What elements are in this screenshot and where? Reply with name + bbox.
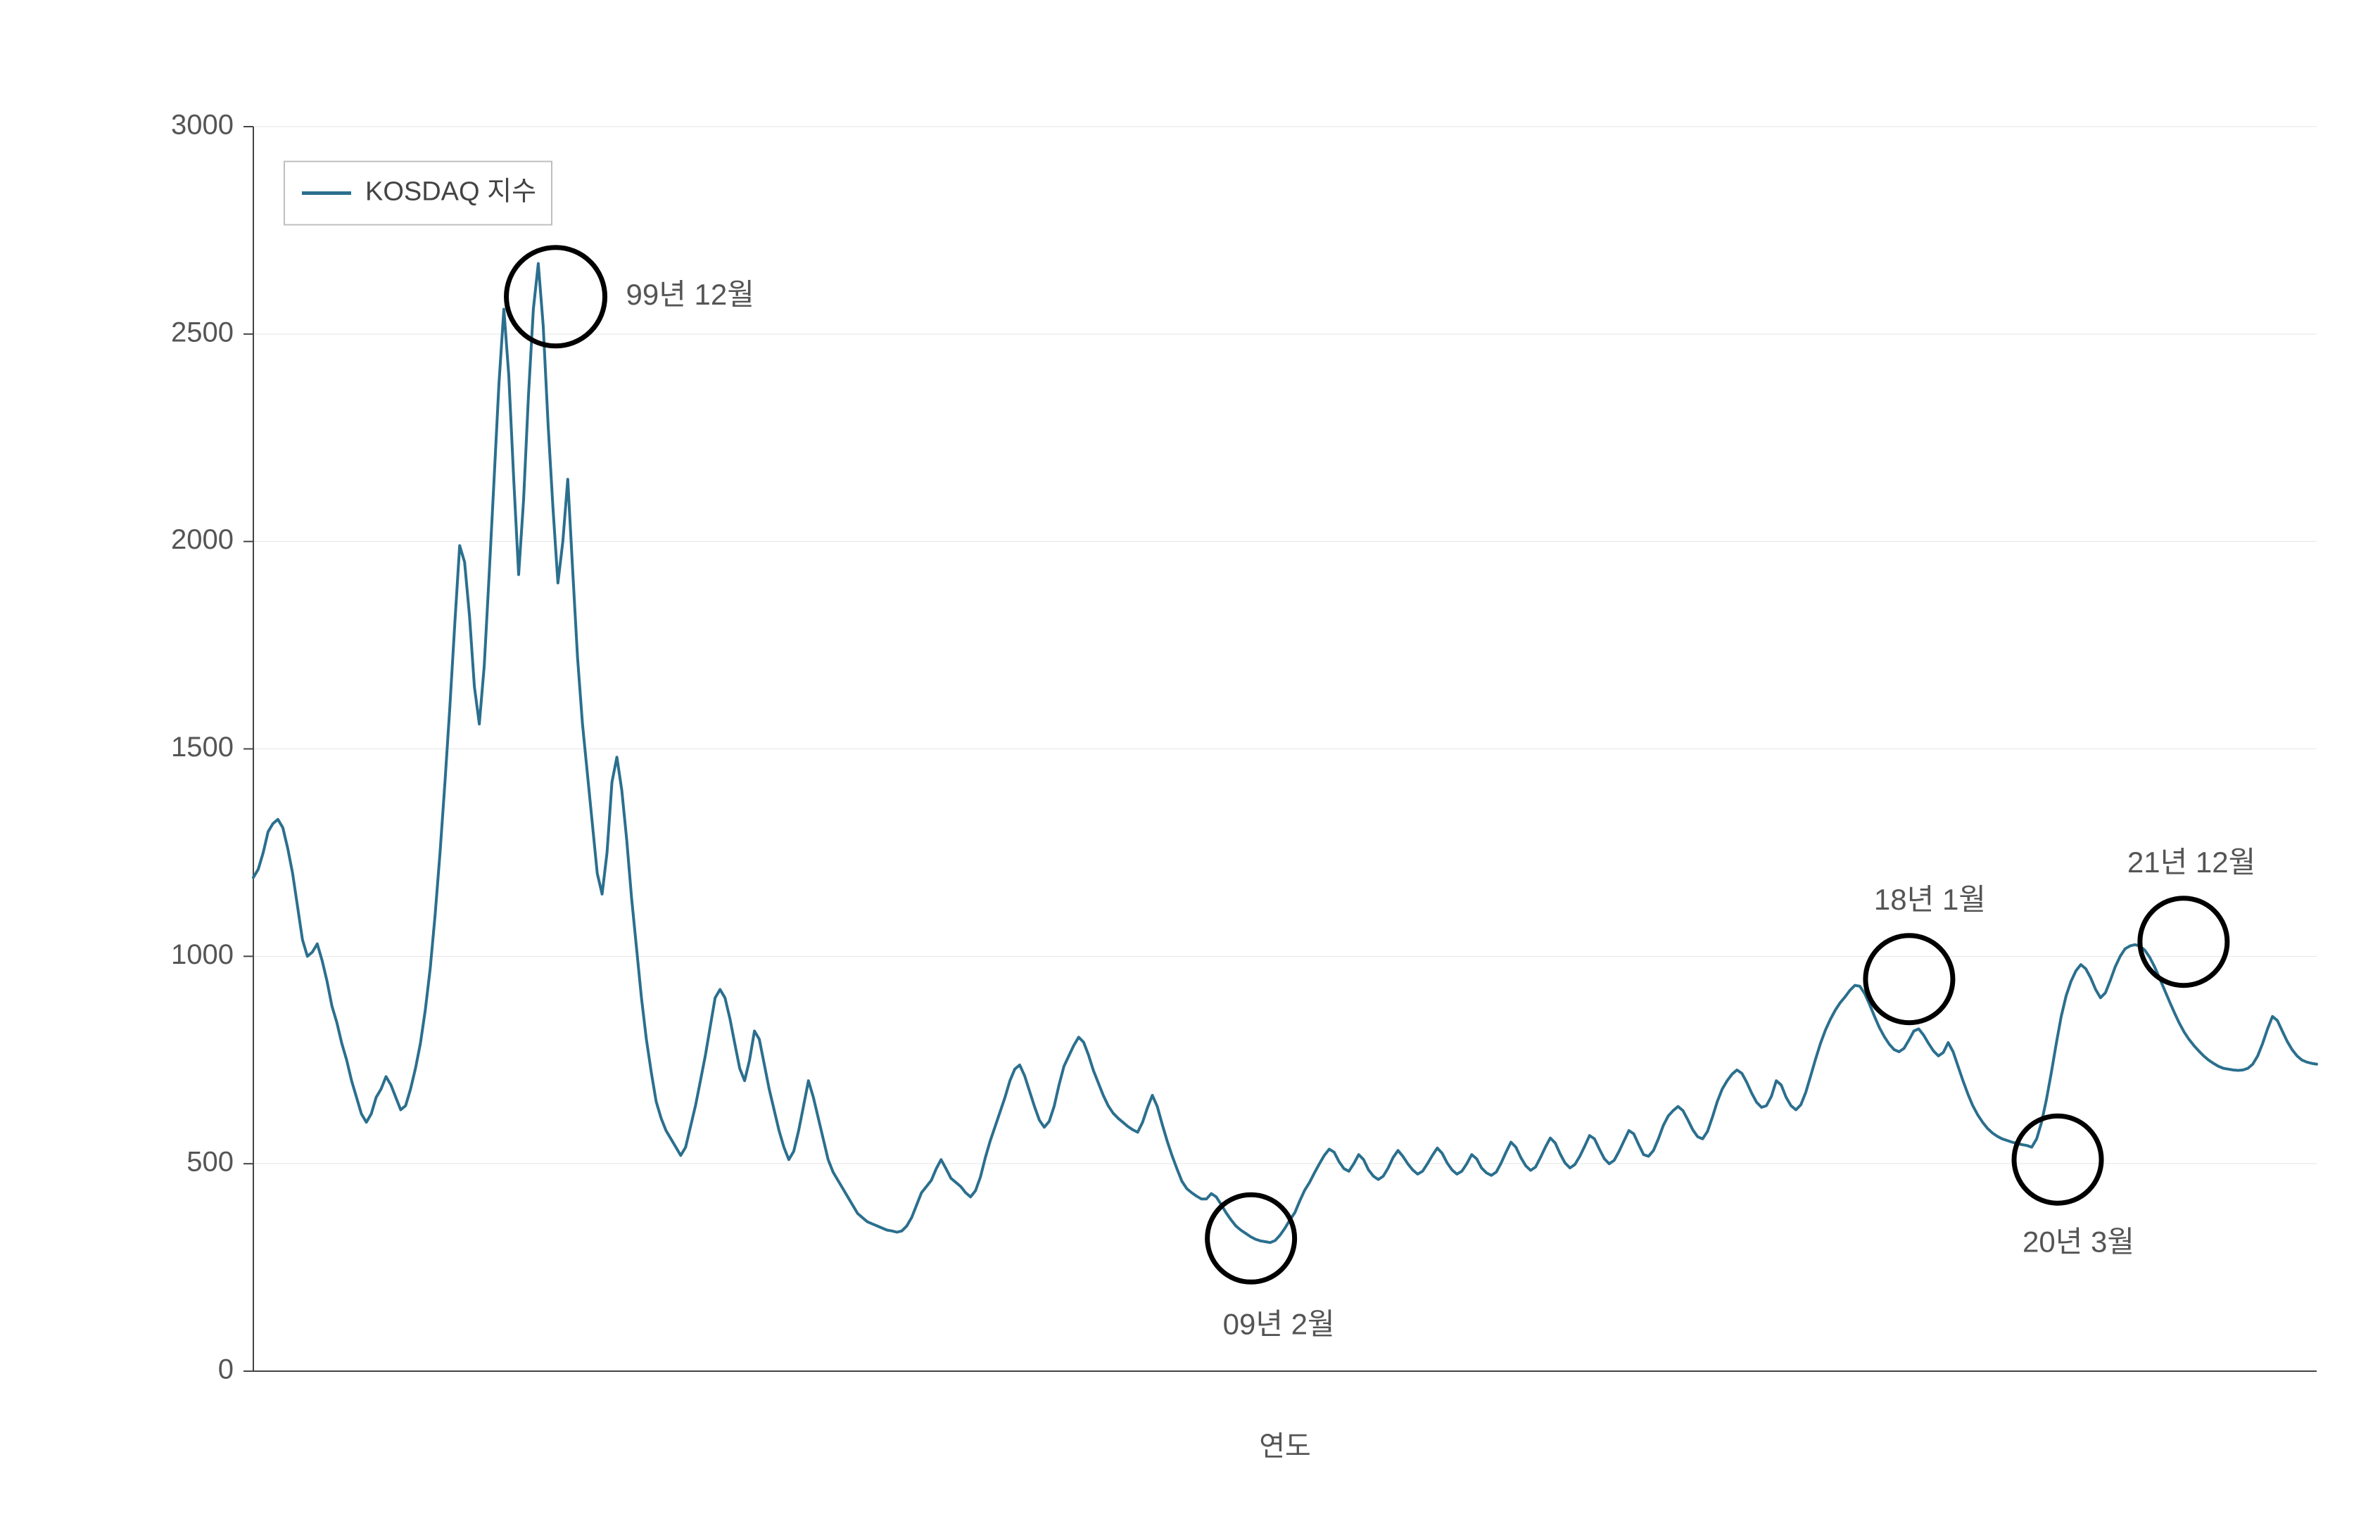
- y-tick-label: 0: [218, 1354, 234, 1385]
- y-tick-label: 1000: [171, 939, 234, 970]
- annotation-label: 21년 12월: [2127, 846, 2255, 879]
- annotation-label: 18년 1월: [1874, 883, 1986, 916]
- x-axis-label: 연도: [1259, 1431, 1311, 1462]
- kosdaq-line-chart: 0 500 1000 1500 2000 2500 3000 KOSDAQ 지수 99년 12월…: [0, 0, 2380, 1540]
- y-tick-label: 500: [186, 1147, 234, 1178]
- annotation-label: 20년 3월: [2023, 1225, 2134, 1258]
- y-tick-label: 2500: [171, 317, 234, 348]
- chart-container: 0 500 1000 1500 2000 2500 3000 KOSDAQ 지수 99년 12월…: [0, 0, 2380, 1540]
- y-tick-label: 2000: [171, 524, 234, 555]
- annotation-label: 99년 12월: [626, 278, 754, 311]
- y-tick-label: 3000: [171, 110, 234, 141]
- legend-label: KOSDAQ 지수: [365, 177, 536, 207]
- y-tick-label: 1500: [171, 732, 234, 763]
- annotation-label: 09년 2월: [1223, 1307, 1335, 1340]
